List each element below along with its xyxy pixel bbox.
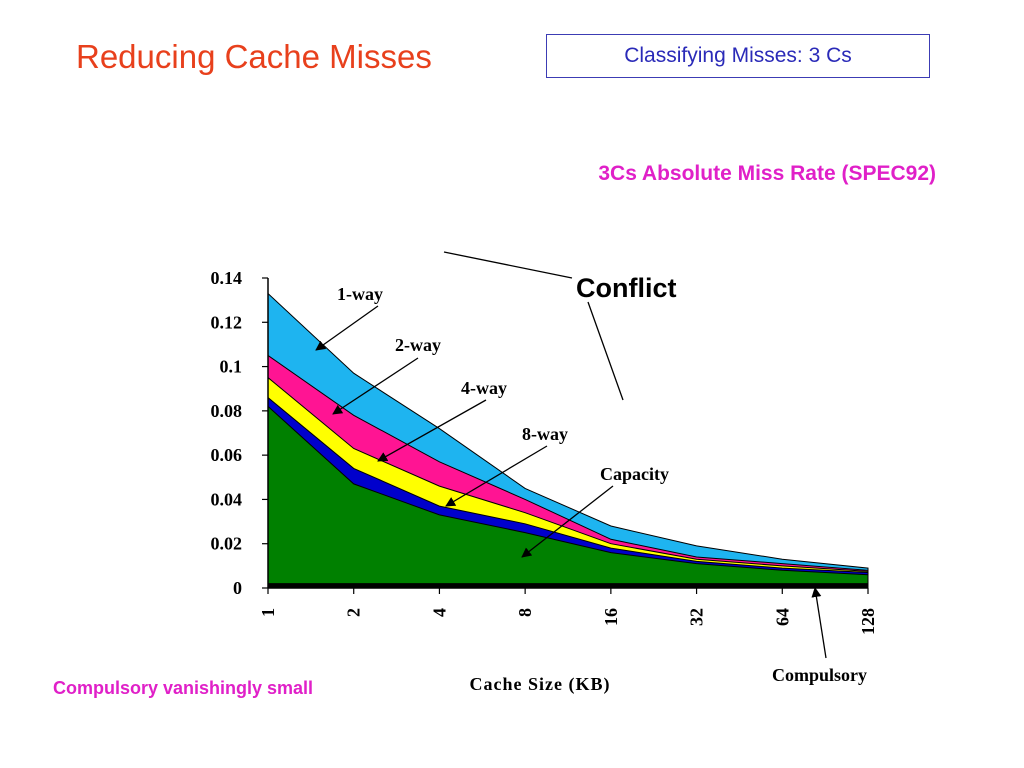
arrow-compulsory <box>811 587 827 659</box>
y-tick-label: 0.08 <box>211 401 243 421</box>
x-tick-label: 128 <box>858 608 878 635</box>
label-1-way: 1-way <box>337 284 383 304</box>
x-tick-label: 2 <box>344 608 364 617</box>
x-tick-label: 64 <box>772 608 792 626</box>
compulsory-note: Compulsory vanishingly small <box>52 678 314 698</box>
label-conflict: Conflict <box>576 273 677 303</box>
arrow-4-way <box>377 399 487 462</box>
area-compulsory <box>267 583 869 589</box>
label-capacity: Capacity <box>600 464 669 484</box>
arrow-2-way <box>332 357 419 415</box>
x-tick-label: 32 <box>687 608 707 626</box>
slide-title: Reducing Cache Misses <box>76 38 432 75</box>
x-tick-label: 1 <box>258 608 278 617</box>
chart-title: 3Cs Absolute Miss Rate (SPEC92) <box>598 162 936 185</box>
y-tick-label: 0.04 <box>211 489 243 509</box>
topic-label: Classifying Misses: 3 Cs <box>624 44 852 67</box>
area-layers <box>267 292 869 589</box>
y-tick-label: 0.14 <box>211 268 243 288</box>
area-capacity <box>267 405 869 589</box>
topic-box: Classifying Misses: 3 Cs <box>546 34 930 78</box>
y-tick-label: 0.12 <box>211 312 243 332</box>
label-4-way: 4-way <box>461 378 507 398</box>
y-tick-label: 0.06 <box>211 445 243 465</box>
annotations: 1-way 2-way 4-way 8-way Capacity Conflict Comp… <box>315 251 867 685</box>
y-tick-label: 0.1 <box>220 357 243 377</box>
label-2-way: 2-way <box>395 335 441 355</box>
line-conflict-a <box>443 251 573 279</box>
axes: 0 0.02 0.04 0.06 0.08 0.1 0.12 0.14 1 2 4 8 16 32 64 12… <box>211 268 879 695</box>
y-tick-label: 0 <box>233 578 242 598</box>
y-tick-label: 0.02 <box>211 534 243 554</box>
line-conflict-b <box>587 301 624 401</box>
x-axis-label: Cache Size (KB) <box>470 674 611 695</box>
arrow-capacity <box>521 485 614 558</box>
x-tick-label: 16 <box>601 608 621 626</box>
label-compulsory: Compulsory <box>772 665 867 685</box>
arrow-1-way <box>315 305 379 351</box>
arrow-8-way <box>445 445 548 507</box>
x-tick-label: 4 <box>429 608 449 617</box>
label-8-way: 8-way <box>522 424 568 444</box>
x-tick-label: 8 <box>515 608 535 617</box>
